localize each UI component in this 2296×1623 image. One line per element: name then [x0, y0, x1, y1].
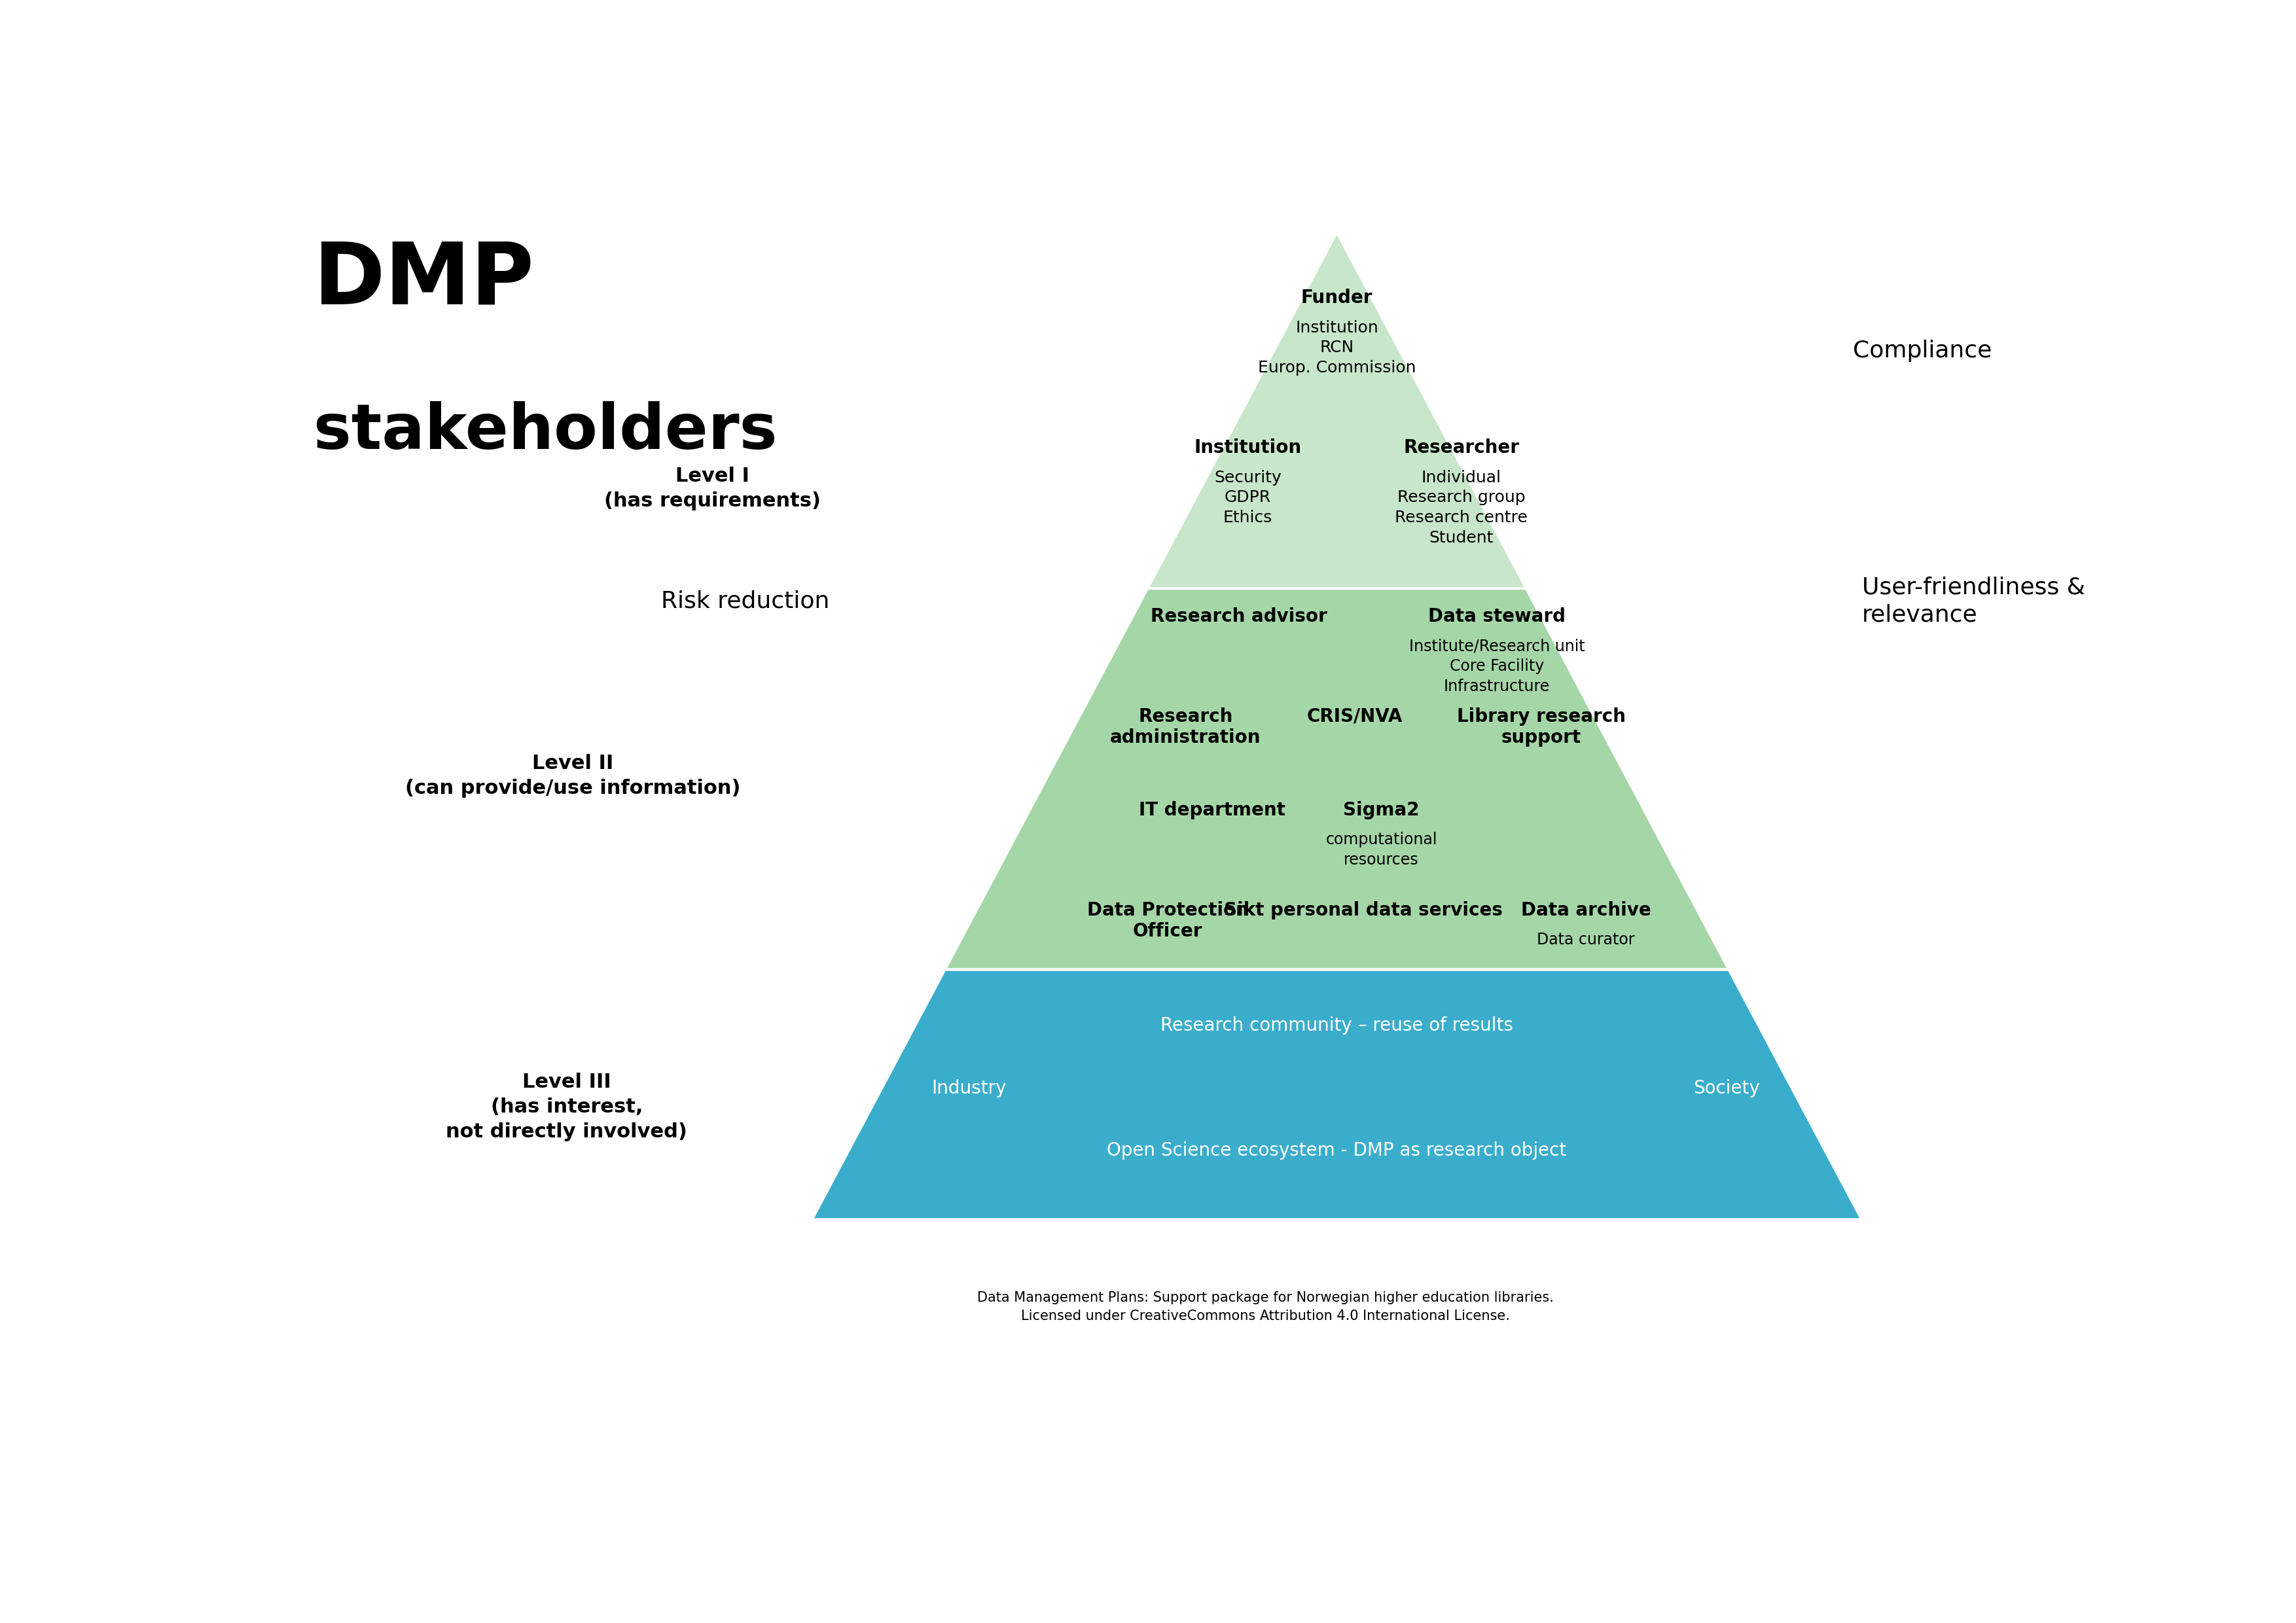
Text: Level III
(has interest,
not directly involved): Level III (has interest, not directly in…	[445, 1073, 687, 1141]
Text: Sikt personal data services: Sikt personal data services	[1224, 901, 1504, 919]
Text: Researcher: Researcher	[1403, 438, 1520, 456]
Text: IT department: IT department	[1139, 800, 1286, 820]
Text: Research community – reuse of results: Research community – reuse of results	[1159, 1016, 1513, 1035]
Text: Open Science ecosystem - DMP as research object: Open Science ecosystem - DMP as research…	[1107, 1141, 1566, 1160]
Text: Research advisor: Research advisor	[1150, 607, 1327, 625]
Polygon shape	[946, 589, 1729, 969]
Text: Society: Society	[1692, 1079, 1759, 1097]
Text: Risk reduction: Risk reduction	[661, 589, 829, 612]
Text: stakeholders: stakeholders	[315, 401, 778, 463]
Text: Sigma2: Sigma2	[1343, 800, 1419, 820]
Text: User-friendliness &
relevance: User-friendliness & relevance	[1862, 576, 2085, 626]
Text: Security
GDPR
Ethics: Security GDPR Ethics	[1215, 469, 1281, 526]
Polygon shape	[1148, 232, 1527, 589]
Text: Level II
(can provide/use information): Level II (can provide/use information)	[406, 755, 742, 799]
Text: Data Management Plans: Support package for Norwegian higher education libraries.: Data Management Plans: Support package f…	[978, 1292, 1554, 1323]
Polygon shape	[813, 969, 1862, 1219]
Text: Data curator: Data curator	[1536, 932, 1635, 948]
Text: Research
administration: Research administration	[1111, 708, 1261, 747]
Text: Individual
Research group
Research centre
Student: Individual Research group Research centr…	[1396, 469, 1527, 545]
Text: Institute/Research unit
Core Facility
Infrastructure: Institute/Research unit Core Facility In…	[1410, 638, 1584, 695]
Text: Level I
(has requirements): Level I (has requirements)	[604, 466, 822, 510]
Text: Industry: Industry	[932, 1079, 1006, 1097]
Text: Compliance: Compliance	[1853, 339, 1993, 362]
Text: Library research
support: Library research support	[1458, 708, 1626, 747]
Text: computational
resources: computational resources	[1325, 833, 1437, 868]
Text: Data Protection
Officer: Data Protection Officer	[1086, 901, 1249, 940]
Text: Data archive: Data archive	[1520, 901, 1651, 919]
Text: DMP: DMP	[315, 239, 535, 321]
Text: Funder: Funder	[1302, 289, 1373, 307]
Text: CRIS/NVA: CRIS/NVA	[1306, 708, 1403, 725]
Text: Data steward: Data steward	[1428, 607, 1566, 625]
Text: Institution
RCN
Europ. Commission: Institution RCN Europ. Commission	[1258, 320, 1417, 375]
Text: Institution: Institution	[1194, 438, 1302, 456]
